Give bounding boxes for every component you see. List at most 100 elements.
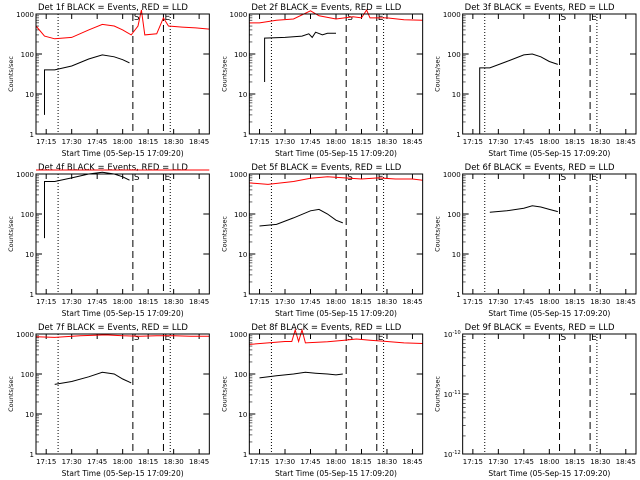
x-tick-label: 18:45: [402, 298, 422, 306]
series-lld: [35, 9, 210, 40]
x-tick-label: 17:15: [463, 138, 483, 146]
y-axis-label: Counts/sec: [7, 216, 15, 252]
marker-label-S: S: [134, 173, 140, 183]
y-tick-label: 100: [234, 371, 247, 379]
x-tick-label: 17:30: [62, 138, 82, 146]
panel-title: Det 6f BLACK = Events, RED = LLD: [465, 163, 615, 173]
x-tick-label: 18:30: [377, 138, 397, 146]
y-tick-label: 1: [456, 131, 460, 139]
panel-title: Det 5f BLACK = Events, RED = LLD: [251, 163, 401, 173]
plot-frame: [35, 13, 210, 135]
plot-frame: [462, 13, 637, 135]
marker-label-S: S: [561, 13, 567, 23]
y-tick-label: 100: [447, 51, 460, 59]
y-tick-label: 1: [456, 291, 460, 299]
x-axis-label: Start Time (05-Sep-15 17:09:20): [62, 309, 184, 318]
series-events: [264, 31, 336, 82]
panel-2: Det 2f BLACK = Events, RED = LLD Counts/s…: [220, 3, 424, 158]
panel-8: Det 8f BLACK = Events, RED = LLD Counts/s…: [220, 323, 424, 478]
x-tick-label: 17:15: [249, 458, 269, 466]
x-tick-label: 17:30: [488, 138, 508, 146]
x-axis-label: Start Time (05-Sep-15 17:09:20): [62, 469, 184, 478]
y-tick-label: 1000: [16, 331, 34, 339]
marker-label-S: S: [347, 333, 353, 343]
y-axis-label: Counts/sec: [7, 56, 15, 92]
y-tick-label: 10: [452, 251, 461, 259]
y-tick-label: 1000: [230, 11, 248, 19]
x-axis-label: Start Time (05-Sep-15 17:09:20): [488, 149, 610, 158]
marker-label-S: S: [561, 173, 567, 183]
y-tick-label: 1000: [230, 331, 248, 339]
x-tick-label: 18:45: [616, 298, 636, 306]
x-tick-label: 18:15: [138, 138, 158, 146]
y-tick-label: 1000: [16, 171, 34, 179]
panel-title: Det 7f BLACK = Events, RED = LLD: [38, 323, 188, 333]
x-tick-label: 17:15: [463, 458, 483, 466]
panel-7: Det 7f BLACK = Events, RED = LLD Counts/s…: [7, 323, 210, 478]
x-tick-label: 18:45: [616, 458, 636, 466]
y-tick-label: 1000: [443, 11, 461, 19]
y-tick-label: 100: [21, 51, 34, 59]
x-tick-label: 17:30: [488, 298, 508, 306]
panel-title: Det 3f BLACK = Events, RED = LLD: [465, 3, 615, 13]
y-tick-label: 10-11: [444, 390, 461, 399]
marker-label-S: S: [561, 333, 567, 343]
x-tick-label: 18:45: [402, 138, 422, 146]
y-axis-label: Counts/sec: [434, 376, 442, 412]
x-tick-label: 18:45: [616, 138, 636, 146]
marker-label-S: S: [134, 13, 140, 23]
y-tick-label: 10-10: [444, 330, 461, 339]
y-tick-label: 1: [243, 291, 247, 299]
series-lld: [249, 176, 423, 185]
y-axis-label: Counts/sec: [434, 216, 442, 252]
x-tick-label: 18:30: [164, 138, 184, 146]
x-axis-label: Start Time (05-Sep-15 17:09:20): [275, 309, 397, 318]
x-tick-label: 18:15: [565, 298, 585, 306]
marker-label-E: E: [591, 333, 597, 343]
y-tick-label: 1000: [443, 171, 461, 179]
y-tick-label: 10: [25, 91, 34, 99]
y-tick-label: 1: [30, 291, 34, 299]
marker-label-E: E: [164, 13, 170, 23]
marker-label-E: E: [591, 173, 597, 183]
x-tick-label: 18:00: [326, 298, 346, 306]
x-tick-label: 17:15: [36, 138, 56, 146]
x-tick-label: 17:15: [36, 298, 56, 306]
x-tick-label: 18:15: [565, 138, 585, 146]
x-tick-label: 18:30: [590, 138, 610, 146]
y-axis-label: Counts/sec: [434, 56, 442, 92]
x-tick-label: 18:45: [402, 458, 422, 466]
x-tick-label: 18:30: [377, 298, 397, 306]
y-tick-label: 100: [21, 211, 34, 219]
plot-frame: [248, 333, 424, 455]
x-tick-label: 18:00: [113, 138, 133, 146]
y-tick-label: 1000: [230, 171, 248, 179]
x-axis-label: Start Time (05-Sep-15 17:09:20): [275, 469, 397, 478]
x-tick-label: 17:30: [275, 458, 295, 466]
y-tick-label: 100: [234, 211, 247, 219]
marker-label-E: E: [164, 333, 170, 343]
series-events: [259, 371, 343, 379]
y-tick-label: 1: [243, 131, 247, 139]
x-tick-label: 18:30: [590, 458, 610, 466]
y-tick-label: 10: [238, 411, 247, 419]
x-tick-label: 18:45: [189, 138, 209, 146]
x-tick-label: 18:15: [351, 138, 371, 146]
y-axis-label: Counts/sec: [7, 376, 15, 412]
x-tick-label: 18:00: [326, 458, 346, 466]
x-tick-label: 17:30: [62, 458, 82, 466]
panel-3: Det 3f BLACK = Events, RED = LLD Counts/s…: [434, 3, 637, 158]
y-tick-label: 10: [452, 91, 461, 99]
series-events: [259, 208, 343, 227]
x-tick-label: 17:45: [87, 298, 107, 306]
panel-5: Det 5f BLACK = Events, RED = LLD Counts/s…: [220, 163, 424, 318]
panel-title: Det 2f BLACK = Events, RED = LLD: [251, 3, 401, 13]
x-tick-label: 18:30: [164, 458, 184, 466]
x-tick-label: 18:00: [326, 138, 346, 146]
plot-frame: [248, 13, 424, 135]
series-lld: [249, 8, 423, 24]
y-tick-label: 1: [30, 131, 34, 139]
panel-1: Det 1f BLACK = Events, RED = LLD Counts/s…: [7, 3, 210, 158]
y-axis-label: Counts/sec: [220, 216, 228, 252]
marker-label-E: E: [378, 333, 384, 343]
